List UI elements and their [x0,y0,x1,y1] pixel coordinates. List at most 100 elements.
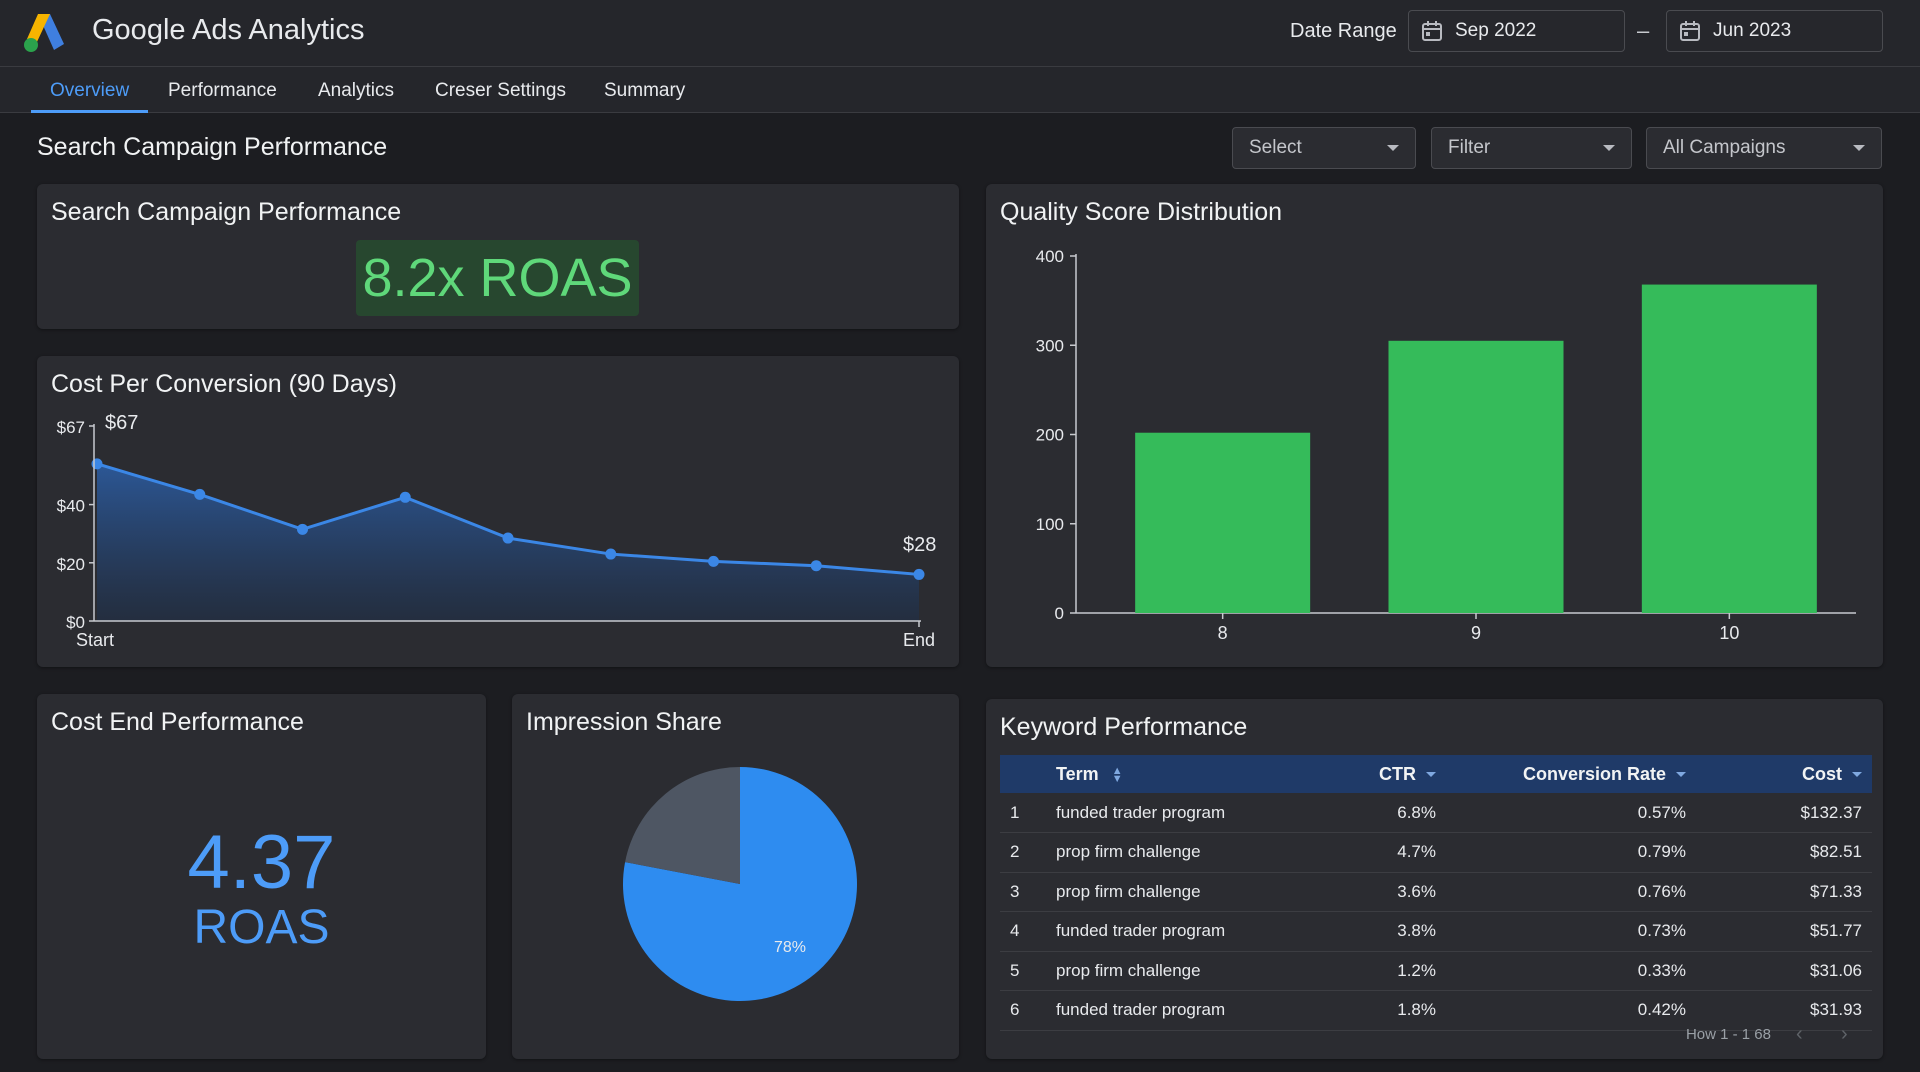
data-point [913,568,925,580]
ctr-cell: 3.8% [1316,911,1446,952]
data-point [605,548,617,560]
prev-page-button[interactable]: ‹ [1796,1023,1803,1045]
row-index-cell: 4 [1000,911,1056,952]
tab-performance[interactable]: Performance [168,80,277,101]
cost-end-performance-title: Cost End Performance [51,708,304,736]
cost-column-header[interactable]: Cost [1696,755,1872,793]
ctr-cell: 3.6% [1316,872,1446,912]
date-range-label: Date Range [1290,20,1397,42]
data-point [708,555,719,567]
conversion-rate-cell: 0.33% [1446,951,1696,991]
data-point [810,560,822,572]
conversion-rate-cell: 0.76% [1446,872,1696,912]
table-row[interactable]: 5 prop firm challenge 1.2% 0.33% $31.06 [1000,951,1872,991]
chevron-down-icon [1603,145,1615,151]
sort-down-icon [1676,772,1686,778]
chevron-down-icon [1387,145,1399,151]
ctr-cell: 1.2% [1316,951,1446,991]
term-cell: funded trader program [1056,990,1316,1031]
table-row[interactable]: 2 prop firm challenge 4.7% 0.79% $82.51 [1000,832,1872,873]
sort-down-icon [1852,772,1862,778]
cost-cell: $31.06 [1696,951,1872,991]
cost-cell: $71.33 [1696,872,1872,912]
start-date-picker[interactable]: Sep 2022 [1408,10,1625,52]
tab-summary[interactable]: Summary [604,80,686,101]
x-tick-label: 9 [1471,623,1481,643]
campaign-dropdown[interactable]: All Campaigns [1646,127,1882,169]
end-value-annotation: $28 [903,534,937,556]
table-header-row: Term ▲ ▼ CTR Conversion Rate Cost [1000,755,1872,793]
y-tick-label: $40 [57,497,85,516]
sort-icon: ▲ ▼ [1111,764,1123,785]
x-tick-label: 10 [1719,623,1739,643]
conversion-rate-cell: 0.42% [1446,990,1696,1031]
cost-cell: $51.77 [1696,911,1872,952]
y-tick-label: $67 [57,418,85,437]
cost-cell: $132.37 [1696,793,1872,833]
roas-metric-unit: ROAS [193,901,330,954]
app-title: Google Ads Analytics [92,14,365,46]
chevron-down-icon [1853,145,1865,151]
quality-score-card: Quality Score Distribution 0 100 200 300 400… [986,184,1883,667]
pagination-text: How 1 - 1 68 [1685,1026,1771,1043]
next-page-button[interactable]: › [1841,1023,1848,1045]
cost-cell: $31.93 [1696,990,1872,1031]
conversion-rate-cell: 0.79% [1446,832,1696,873]
table-row[interactable]: 4 funded trader program 3.8% 0.73% $51.77 [1000,911,1872,952]
table-row[interactable]: 3 prop firm challenge 3.6% 0.76% $71.33 [1000,872,1872,912]
quality-score-bar-chart: 0 100 200 300 400 8 9 10 [1036,247,1856,643]
tab-creser-settings[interactable]: Creser Settings [435,80,566,101]
term-cell: prop firm challenge [1056,951,1316,991]
y-tick-label: 0 [1055,604,1064,623]
cost-per-conversion-chart: $0 $20 $40 $67 Start End [57,418,935,650]
sort-down-icon [1426,772,1436,778]
tab-analytics[interactable]: Analytics [318,80,395,101]
impression-share-pie-chart [623,767,857,1001]
y-tick-label: 200 [1036,426,1064,445]
y-tick-label: $20 [57,555,85,574]
roas-card: Search Campaign Performance 8.2x ROAS [37,184,959,329]
row-index-cell: 5 [1000,951,1056,991]
data-point [502,532,514,544]
table-row[interactable]: 6 funded trader program 1.8% 0.42% $31.93 [1000,990,1872,1031]
data-point [91,458,103,470]
campaign-dropdown-label: All Campaigns [1663,137,1786,158]
data-point [194,488,206,500]
row-index-cell: 6 [1000,990,1056,1031]
impression-share-title: Impression Share [526,708,722,736]
keyword-table: Term ▲ ▼ CTR Conversion Rate Cost 1 funded… [1000,755,1872,1031]
x-tick-label: Start [76,630,114,650]
ctr-header-label: CTR [1379,763,1416,784]
term-column-header[interactable]: Term ▲ ▼ [1056,755,1316,793]
y-tick-label: $0 [66,613,85,632]
filter-dropdown[interactable]: Filter [1431,127,1632,169]
x-tick-label: End [903,630,935,650]
term-cell: prop firm challenge [1056,872,1316,912]
conversion-rate-header-label: Conversion Rate [1522,763,1666,784]
calendar-icon [1422,21,1442,41]
top-bar: Google Ads Analytics Date Range Sep 2022… [0,0,1920,67]
tab-overview[interactable]: Overview [50,80,130,101]
term-cell: funded trader program [1056,911,1316,952]
bar [1135,432,1311,613]
bar [1641,284,1817,613]
row-index-cell: 3 [1000,872,1056,912]
select-dropdown[interactable]: Select [1232,127,1416,169]
cost-per-conversion-card: Cost Per Conversion (90 Days) $0 $20 $40 $6… [37,356,959,667]
date-separator: – [1637,18,1650,43]
conversion-rate-column-header[interactable]: Conversion Rate [1446,755,1696,793]
cost-end-performance-card: Cost End Performance 4.37 ROAS [37,694,486,1059]
pie-slice [625,767,740,884]
row-index-cell: 1 [1000,793,1056,833]
y-tick-label: 100 [1036,515,1064,534]
ctr-column-header[interactable]: CTR [1316,755,1446,793]
end-date-picker[interactable]: Jun 2023 [1666,10,1883,52]
pie-slice-label: 78% [774,939,807,956]
tab-bar: Overview Performance Analytics Creser Se… [0,67,1920,113]
roas-metric-value: 4.37 [187,820,336,905]
quality-score-title: Quality Score Distribution [1000,198,1283,226]
conversion-rate-cell: 0.57% [1446,793,1696,833]
ctr-cell: 6.8% [1316,793,1446,833]
y-tick-label: 300 [1036,336,1064,355]
table-row[interactable]: 1 funded trader program 6.8% 0.57% $132.37 [1000,793,1872,833]
